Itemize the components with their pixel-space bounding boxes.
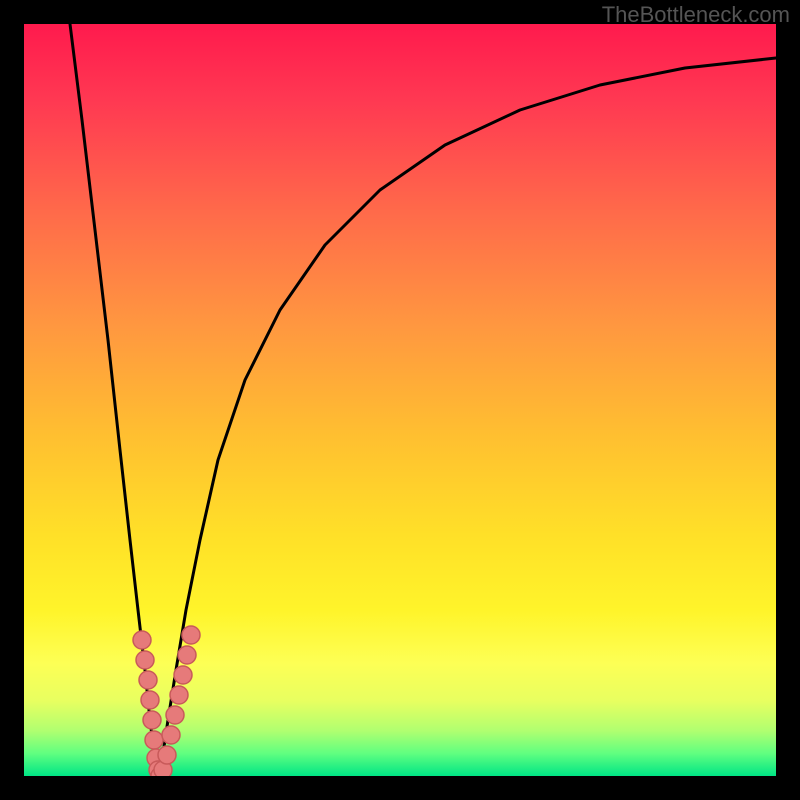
data-marker (136, 651, 154, 669)
data-marker (162, 726, 180, 744)
data-marker (170, 686, 188, 704)
data-marker (139, 671, 157, 689)
data-marker (143, 711, 161, 729)
data-marker (141, 691, 159, 709)
data-marker (145, 731, 163, 749)
chart-container: TheBottleneck.com (0, 0, 800, 800)
data-marker (182, 626, 200, 644)
data-marker (133, 631, 151, 649)
data-marker (174, 666, 192, 684)
data-marker (158, 746, 176, 764)
data-marker (166, 706, 184, 724)
watermark-text: TheBottleneck.com (602, 2, 790, 28)
chart-svg (0, 0, 800, 800)
data-marker (178, 646, 196, 664)
